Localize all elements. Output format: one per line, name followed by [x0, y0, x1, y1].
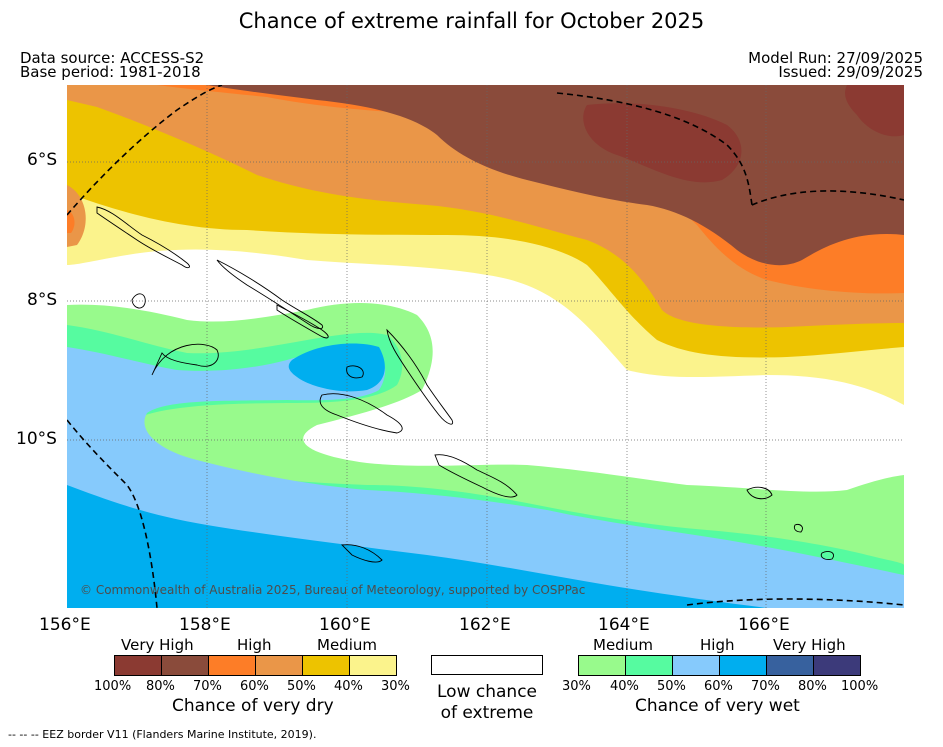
issued-label: Issued: 29/09/2025 [778, 63, 923, 81]
island-florida [346, 365, 364, 379]
island-bougainville [96, 206, 190, 269]
legend-dry-pct-100: 100% [94, 679, 132, 694]
island-makira [434, 454, 518, 498]
lon-label-156e: 156°E [39, 615, 91, 635]
legend-dry-high-label: High [237, 636, 272, 654]
island-tikopia [820, 550, 834, 560]
base-period-label: Base period: 1981-2018 [20, 63, 201, 81]
legend-low-line2: of extreme [440, 703, 534, 723]
island-malaita [386, 328, 454, 425]
legend-wet-swatch-1 [578, 655, 626, 676]
legend-dry-caption: Chance of very dry [172, 696, 334, 716]
lon-label-166e: 166°E [738, 615, 790, 635]
island-guadalcanal [319, 393, 403, 434]
legend-wet-swatch-5 [766, 655, 814, 676]
rainfall-map: © Commonwealth of Australia 2025, Bureau… [67, 85, 904, 608]
legend-wet-pct-80: 80% [798, 679, 827, 694]
copyright-text: © Commonwealth of Australia 2025, Bureau… [80, 583, 585, 597]
legend-dry-pct-40: 40% [334, 679, 363, 694]
model-run-label: Model Run: 27/09/2025 [748, 49, 923, 67]
legend-wet-pct-100: 100% [841, 679, 879, 694]
island-rennell [341, 544, 383, 563]
legend-wet-caption: Chance of very wet [635, 696, 800, 716]
legend-dry-swatch-3 [208, 655, 256, 676]
legend-dry-pct-30: 30% [381, 679, 410, 694]
island-santa-isabel [276, 304, 329, 339]
eez-borders [67, 85, 904, 608]
lon-label-162e: 162°E [459, 615, 511, 635]
lon-label-164e: 164°E [598, 615, 650, 635]
legend-dry-swatch-1 [114, 655, 162, 676]
lat-label-8s: 8°S [27, 290, 58, 310]
legend-wet-medium-label: Medium [593, 636, 653, 654]
dry-patch-left-inner [67, 210, 75, 233]
lat-label-6s: 6°S [27, 150, 58, 170]
dry-100-band [583, 85, 904, 183]
legend-low-line1: Low chance [437, 682, 537, 702]
legend-dry-swatch-4 [255, 655, 303, 676]
legend-dry-swatch-5 [302, 655, 350, 676]
lat-label-10s: 10°S [16, 429, 57, 449]
graticule [67, 85, 904, 608]
legend-wet-pct-40: 40% [610, 679, 639, 694]
island-new-georgia [131, 293, 219, 376]
legend-wet-swatch-4 [719, 655, 767, 676]
data-source-label: Data source: ACCESS-S2 [20, 49, 205, 67]
legend-wet-swatch-2 [625, 655, 673, 676]
island-utupua [793, 524, 803, 533]
chart-title: Chance of extreme rainfall for October 2… [238, 9, 705, 33]
legend-wet-very-high-label: Very High [773, 636, 846, 654]
legend-wet-high-label: High [700, 636, 735, 654]
legend-dry-pct-50: 50% [287, 679, 316, 694]
legend-dry-swatch-2 [161, 655, 209, 676]
legend-wet-swatch-3 [672, 655, 720, 676]
eez-footnote: -- -- -- EEZ border V11 (Flanders Marine… [8, 728, 317, 741]
legend-low-swatch [431, 655, 543, 675]
legend-wet-swatch-6 [813, 655, 861, 676]
legend-wet-pct-50: 50% [657, 679, 686, 694]
wet-60-band [67, 343, 767, 608]
legend-dry-pct-70: 70% [193, 679, 222, 694]
legend-wet-pct-30: 30% [562, 679, 591, 694]
legend-wet-pct-70: 70% [751, 679, 780, 694]
legend-dry-medium-label: Medium [317, 636, 377, 654]
island-outlines [96, 206, 834, 563]
island-vanikoro [746, 486, 773, 500]
legend-dry-pct-60: 60% [240, 679, 269, 694]
legend-wet-pct-60: 60% [704, 679, 733, 694]
legend-dry-swatch-6 [349, 655, 397, 676]
lon-label-160e: 160°E [319, 615, 371, 635]
lon-label-158e: 158°E [179, 615, 231, 635]
legend-dry-pct-80: 80% [146, 679, 175, 694]
legend-dry-very-high-label: Very High [121, 636, 194, 654]
